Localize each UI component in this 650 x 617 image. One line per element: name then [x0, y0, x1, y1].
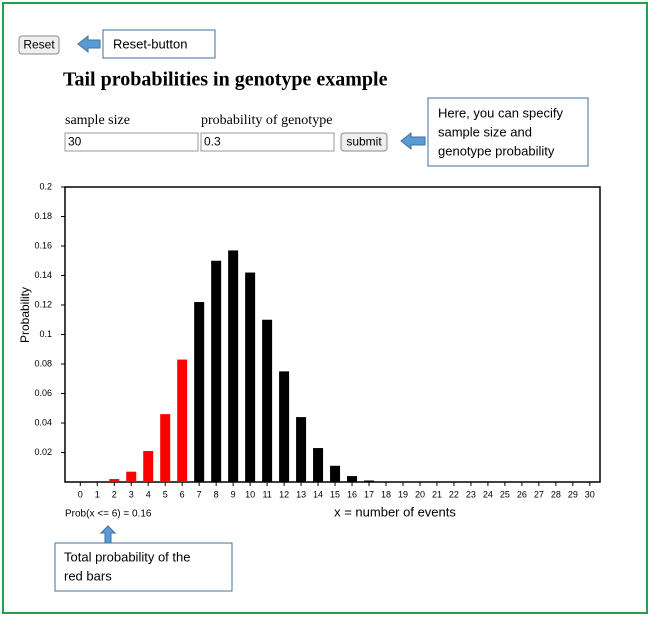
callout — [54, 542, 233, 592]
y-tick-label: 0.2 — [39, 181, 52, 191]
plot-frame — [64, 186, 601, 483]
x-tick-label: 15 — [330, 489, 340, 499]
input-value[interactable]: 30 — [68, 135, 82, 149]
bar — [313, 448, 324, 482]
x-tick-label: 16 — [347, 489, 357, 499]
bar — [279, 371, 290, 482]
x-tick-label: 0 — [78, 489, 83, 499]
x-tick-label: 4 — [146, 489, 151, 499]
submit-button[interactable] — [340, 132, 388, 152]
bar — [109, 479, 120, 482]
bar — [143, 451, 154, 482]
callout — [102, 29, 216, 59]
bar — [262, 319, 273, 482]
x-tick-label: 3 — [129, 489, 134, 499]
x-tick-label: 1 — [95, 489, 100, 499]
x-tick-label: 14 — [313, 489, 323, 499]
x-tick-label: 5 — [163, 489, 168, 499]
field-label: probability of genotype — [201, 113, 332, 128]
callout-text: red bars — [64, 568, 112, 583]
callout-text: Reset-button — [113, 36, 187, 51]
x-tick-label: 24 — [483, 489, 493, 499]
x-tick-label: 21 — [432, 489, 442, 499]
arrow — [400, 131, 426, 151]
input[interactable] — [200, 132, 335, 152]
x-tick-label: 17 — [364, 489, 374, 499]
annotation: Prob(x <= 6) = 0.16 — [65, 509, 152, 520]
callout-text: genotype probability — [438, 143, 555, 158]
bar — [194, 302, 205, 482]
field-label: sample size — [65, 113, 130, 128]
bar — [296, 417, 307, 482]
bar — [177, 359, 188, 482]
callout-text: sample size and — [438, 124, 532, 139]
x-tick-label: 25 — [500, 489, 510, 499]
bar — [126, 471, 137, 482]
bar — [364, 480, 375, 482]
y-tick-label: 0.08 — [34, 358, 52, 368]
input-value[interactable]: 0.3 — [204, 135, 221, 149]
x-tick-label: 8 — [214, 489, 219, 499]
x-tick-label: 12 — [279, 489, 289, 499]
x-tick-label: 29 — [568, 489, 578, 499]
x-tick-label: 30 — [585, 489, 595, 499]
x-tick-label: 2 — [112, 489, 117, 499]
y-tick-label: 0.12 — [34, 299, 52, 309]
reset-label[interactable]: Reset — [23, 38, 55, 52]
y-tick-label: 0.1 — [39, 329, 52, 339]
bar — [245, 272, 256, 482]
bar — [347, 476, 358, 482]
bar — [228, 250, 239, 482]
x-tick-label: 7 — [197, 489, 202, 499]
y-axis-label: Probability — [18, 287, 32, 343]
x-tick-label: 6 — [180, 489, 185, 499]
arrow — [99, 525, 117, 544]
x-tick-label: 23 — [466, 489, 476, 499]
bar — [160, 414, 171, 482]
x-tick-label: 26 — [517, 489, 527, 499]
x-tick-label: 18 — [381, 489, 391, 499]
x-axis-label: x = number of events — [334, 504, 456, 519]
reset-button[interactable] — [18, 35, 60, 55]
callout — [427, 97, 589, 167]
y-tick-label: 0.14 — [34, 270, 52, 280]
x-tick-label: 11 — [262, 489, 271, 499]
x-tick-label: 27 — [534, 489, 544, 499]
bar — [330, 465, 341, 482]
x-tick-label: 13 — [296, 489, 306, 499]
submit-label[interactable]: submit — [346, 135, 382, 149]
x-tick-label: 10 — [245, 489, 255, 499]
arrow — [77, 34, 101, 54]
y-tick-label: 0.06 — [34, 388, 52, 398]
callout-text: Here, you can specify — [438, 105, 564, 120]
x-tick-label: 20 — [415, 489, 425, 499]
y-tick-label: 0.16 — [34, 240, 52, 250]
x-tick-label: 22 — [449, 489, 459, 499]
callout-text: Total probability of the — [64, 549, 190, 564]
y-tick-label: 0.18 — [34, 211, 52, 221]
y-tick-label: 0.04 — [34, 417, 52, 427]
input[interactable] — [64, 132, 199, 152]
title: Tail probabilities in genotype example — [63, 69, 388, 91]
bar — [211, 260, 222, 482]
x-tick-label: 9 — [231, 489, 236, 499]
x-tick-label: 28 — [551, 489, 561, 499]
y-tick-label: 0.02 — [34, 447, 52, 457]
x-tick-label: 19 — [398, 489, 408, 499]
